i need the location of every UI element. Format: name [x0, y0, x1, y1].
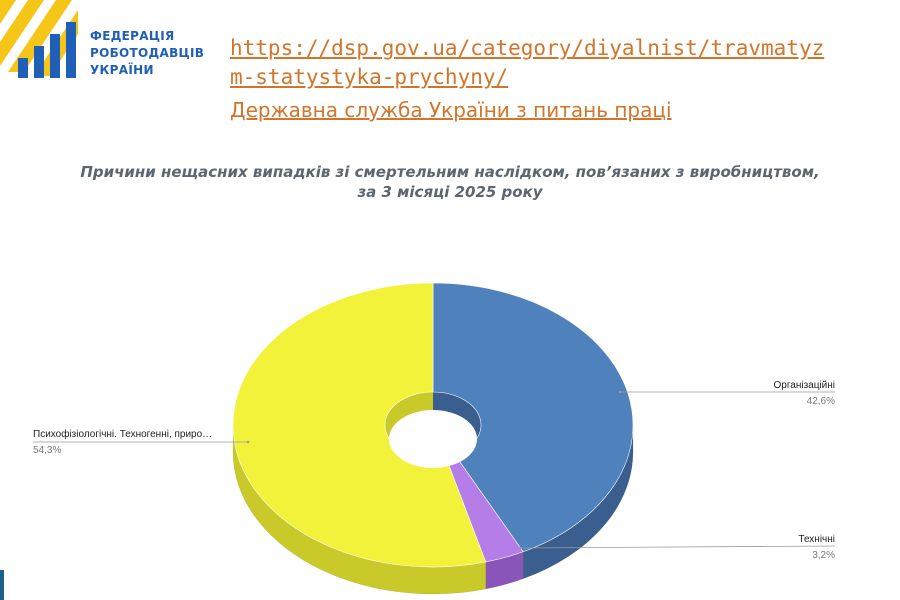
slice-value-2: 54,3% [33, 445, 61, 456]
logo [0, 0, 78, 78]
slice-0 [432, 282, 634, 553]
org-name-line-2: РОБОТОДАВЦІВ [90, 46, 205, 60]
source-url-link[interactable]: https://dsp.gov.ua/category/diyalnist/tr… [230, 34, 870, 92]
doughnut-hole [389, 410, 477, 468]
edge-accent-bar [0, 570, 4, 600]
source-url-line-2[interactable]: m-statystyka-prychyny/ [230, 65, 509, 89]
leader-line-1 [519, 545, 836, 549]
org-name-line-3: УКРАЇНИ [90, 63, 154, 77]
slice-value-0: 42,6% [807, 396, 835, 407]
leader-dot-1 [518, 546, 522, 550]
chart-title: Причини нещасних випадків зі смертельним… [80, 163, 820, 201]
slice-label-1: Технічні [798, 534, 835, 545]
leader-dot-0 [618, 390, 622, 394]
source-url-line-1[interactable]: https://dsp.gov.ua/category/diyalnist/tr… [230, 36, 825, 60]
leader-dot-2 [246, 440, 250, 444]
slice-label-0: Організаційні [774, 380, 836, 391]
chart-labels: Організаційні 42,6% Технічні 3,2% Психофізіо… [33, 380, 835, 561]
organization-name: ФЕДЕРАЦІЯ РОБОТОДАВЦІВ УКРАЇНИ [90, 28, 204, 79]
slice-value-1: 3,2% [812, 550, 835, 561]
source-agency-link[interactable]: Державна служба України з питань праці [230, 98, 672, 122]
org-name-line-1: ФЕДЕРАЦІЯ [90, 29, 175, 43]
chart-slices [232, 282, 634, 568]
slice-label-2: Психофізіологічні. Техногенні, приро… [33, 428, 212, 440]
slice-2 [232, 282, 487, 568]
